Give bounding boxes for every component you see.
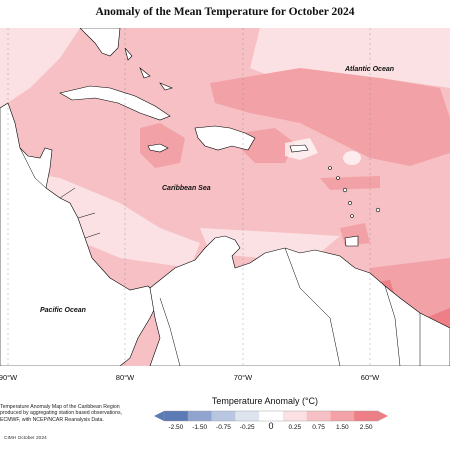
map-description: Temperature Anomaly Map of the Caribbean… [0,404,150,423]
lesser-antilles-land [336,176,340,180]
legend-color-bin [211,411,236,421]
anomaly-warm-region [210,68,450,166]
map-description-line: ECMWF, with NCEP/NCAR Reanalysis Data. [0,416,104,423]
bahamas-land [159,82,173,91]
legend-tick-label: -0.75 [216,424,231,431]
longitude-label-60w: 60°W [360,373,380,382]
anomaly-warm-region [240,128,295,163]
legend-tick-label: 0.25 [288,424,302,431]
legend-color-bin [354,411,379,421]
puerto-rico-land [289,144,309,153]
pacific-ocean-label: Pacific Ocean [40,307,86,314]
florida-land [79,28,121,57]
anomaly-warm-region [320,176,380,190]
lesser-antilles-land [350,214,354,218]
longitude-label-90w: 90°W [0,373,18,382]
bahamas-land [139,67,151,79]
hispaniola-land [194,125,256,151]
anomaly-light-region [0,28,80,108]
map-description-line: Temperature Anomaly Map of the Caribbean… [0,404,120,410]
legend-color-bin [282,411,307,421]
legend-color-bin [187,411,212,421]
land-masses [0,28,450,366]
trinidad-land [344,235,359,247]
lesser-antilles-land [348,201,352,205]
bahamas-land [124,47,133,61]
legend-tick-label: 0 [268,421,274,431]
anomaly-light-region [343,151,361,165]
cuba-land [59,85,171,121]
legend-tick-label: 2.50 [359,424,373,431]
legend-arrow-high [378,411,388,421]
legend-color-bin [330,411,355,421]
legend-tick-label: -2.50 [168,424,184,431]
map-description-line: produced by aggregating station based ob… [0,410,122,417]
map-title: Anomaly of the Mean Temperature for Octo… [95,6,355,18]
lesser-antilles-land [328,166,332,170]
legend-title: Temperature Anomaly (°C) [211,396,319,406]
legend-arrow-low [154,411,164,421]
longitude-label-80w: 80°W [115,373,135,382]
atlantic-ocean-label: Atlantic Ocean [344,66,394,73]
legend-tick-label: 0.75 [312,424,325,431]
longitude-label-70w: 70°W [233,373,253,382]
anomaly-map: Atlantic Ocean Caribbean Sea Pacific Oce… [0,28,450,366]
lesser-antilles-land [342,187,348,193]
caribbean-sea-label: Caribbean Sea [162,185,211,192]
south-america-land [149,235,450,366]
legend-color-bin [259,411,284,421]
legend-color-bin [164,411,189,421]
legend-tick-label: -1.50 [192,424,208,431]
lesser-antilles-land [375,207,381,213]
map-credit: CIMH October 2024 [4,436,47,441]
legend-tick-label: -0.25 [239,424,255,431]
legend-tick-label: 1.50 [336,424,349,431]
legend-colorbar [154,410,388,422]
country-borders [19,147,421,366]
legend-color-bin [306,411,331,421]
jamaica-land [147,143,169,153]
meridian-lines [7,28,371,366]
legend-color-bin [235,411,260,421]
